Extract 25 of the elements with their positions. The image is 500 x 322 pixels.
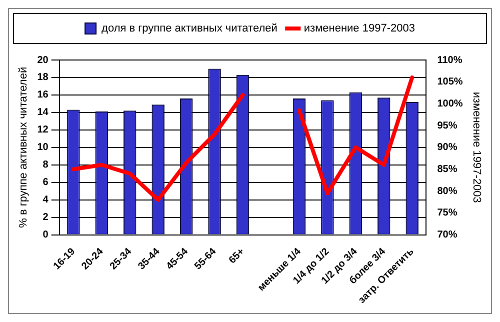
y-tick-label: 16 xyxy=(37,90,49,101)
y-tick-label: 4 xyxy=(42,194,49,206)
legend-label: изменение 1997-2003 xyxy=(304,22,415,35)
y-tick-label: 6 xyxy=(42,177,49,188)
y2-tick-label: 90% xyxy=(437,142,458,154)
y2-tick-label: 100% xyxy=(437,98,463,110)
y2-tick-label: 95% xyxy=(437,120,458,132)
y-tick-label: 2 xyxy=(42,212,49,224)
y2-tick-label: 70% xyxy=(437,230,458,241)
y2-tick-label: 85% xyxy=(437,164,458,175)
y2-tick-label: 110% xyxy=(437,54,462,66)
y2-tick-label: 80% xyxy=(437,186,458,197)
y-tick-label: 12 xyxy=(37,124,49,136)
y-tick-label: 8 xyxy=(42,160,49,171)
y-tick-label: 10 xyxy=(37,142,49,154)
y2-tick-label: 105% xyxy=(437,76,463,88)
y-tick-label: 0 xyxy=(42,230,49,241)
legend-label: доля в группе активных читателей xyxy=(102,22,278,35)
y-axis-title: % в группе активных читателей xyxy=(18,66,30,228)
y2-axis-title: изменение 1997-2003 xyxy=(470,92,482,203)
y-tick-label: 20 xyxy=(37,54,49,66)
y2-tick-label: 75% xyxy=(437,208,458,219)
x-tick-label: 65+ xyxy=(227,246,247,266)
y-tick-label: 14 xyxy=(37,107,49,118)
y-tick-label: 18 xyxy=(37,72,49,84)
